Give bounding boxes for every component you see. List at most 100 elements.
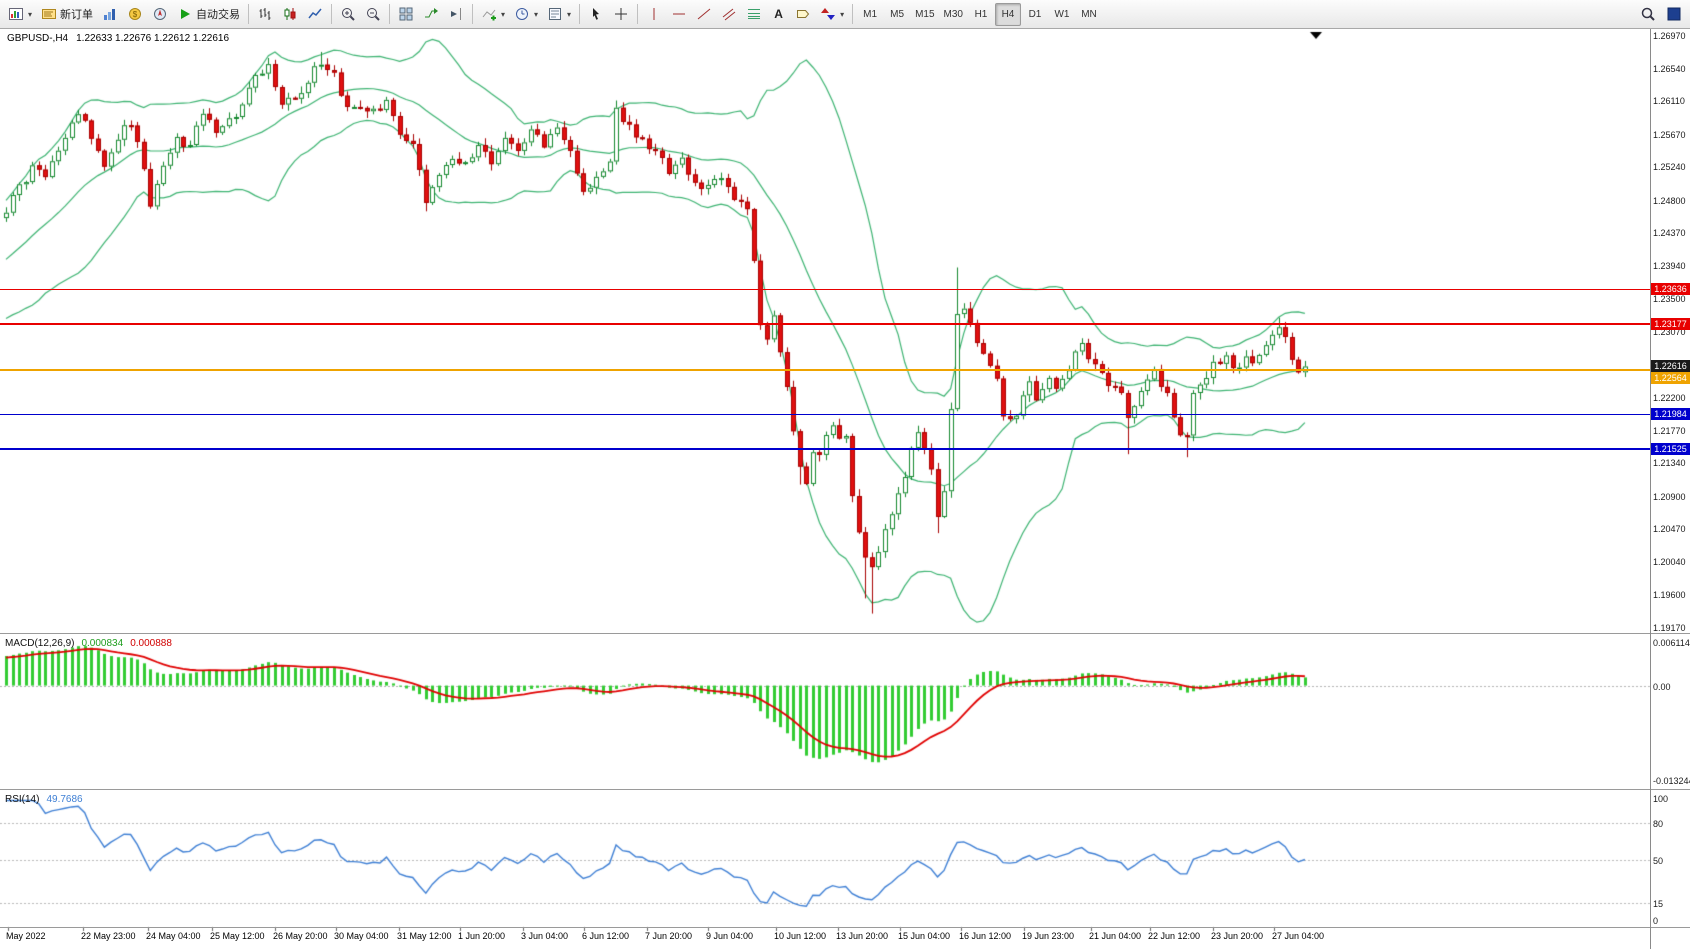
price-axis-label: 1.20470: [1653, 524, 1686, 535]
price-line-box: 1.21525: [1651, 443, 1690, 456]
arrows-tool-button[interactable]: ▾: [816, 3, 848, 26]
crosshair-button[interactable]: [609, 3, 633, 26]
date-axis-label: 6 Jun 12:00: [582, 931, 630, 941]
timeframe-M30[interactable]: M30: [943, 8, 963, 20]
crosshair-icon: [615, 8, 628, 20]
navigator-icon: [154, 8, 167, 20]
autotrade-icon: [181, 9, 191, 19]
horizontal-line-1.23636[interactable]: [0, 288, 1650, 290]
auto-scroll-button[interactable]: [419, 3, 443, 26]
price-axis-label: 1.19600: [1653, 590, 1686, 601]
line-chart-button[interactable]: [303, 3, 327, 26]
price-axis-label: 1.26970: [1653, 31, 1686, 41]
timeframe-M1[interactable]: M1: [863, 8, 878, 20]
date-axis-label: 31 May 12:00: [397, 931, 452, 941]
rsi-axis-label: 15: [1653, 899, 1664, 910]
macd-axis-label: 0.00: [1653, 681, 1671, 692]
market-watch-button[interactable]: $: [123, 3, 147, 26]
new-chart-button[interactable]: ▾: [4, 3, 36, 26]
bar-chart-icon: [259, 8, 271, 20]
symbol-period-label: GBPUSD-,H4: [7, 33, 69, 44]
bar-chart-button[interactable]: [253, 3, 277, 26]
toolbar-separator: [331, 4, 333, 24]
toolbar-separator: [852, 4, 854, 24]
chart-shift-button[interactable]: [444, 3, 468, 26]
market-watch-icon: $: [129, 8, 142, 20]
zoom-in-button[interactable]: [336, 3, 360, 26]
macd-main-value: 0.000834: [81, 638, 124, 649]
zoom-out-icon: [367, 8, 380, 21]
new-order-button[interactable]: 新订单: [37, 3, 97, 26]
macd-rsi-splitter[interactable]: [0, 789, 1690, 790]
templates-button[interactable]: ▾: [543, 3, 575, 26]
macd-signal-value: 0.000888: [130, 638, 172, 649]
horizontal-line-1.21525[interactable]: [0, 448, 1650, 451]
date-axis-label: 3 Jun 04:00: [521, 931, 569, 941]
text-tool-button[interactable]: A: [767, 3, 790, 26]
fibonacci-icon: [748, 9, 761, 19]
horizontal-line-1.23177[interactable]: [0, 322, 1650, 325]
main-chart-area[interactable]: [0, 30, 1650, 633]
candlestick-icon: [284, 8, 296, 20]
periods-button[interactable]: ▾: [510, 3, 542, 26]
price-axis-label: 1.22200: [1653, 393, 1686, 404]
macd-axis-label: -0.013244: [1653, 776, 1690, 786]
candlestick-chart-button[interactable]: [278, 3, 302, 26]
price-axis-label: 1.25670: [1653, 129, 1686, 140]
price-axis-label: 1.23070: [1653, 327, 1686, 337]
date-axis-label: May 2022: [6, 931, 46, 941]
date-axis-label: 16 Jun 12:00: [959, 931, 1012, 941]
fibonacci-button[interactable]: [742, 3, 766, 26]
horizontal-line-1.22564[interactable]: [0, 369, 1650, 372]
profiles-button[interactable]: [98, 3, 122, 26]
timeframe-M15[interactable]: M15: [915, 8, 935, 20]
timeframe-H1[interactable]: H1: [974, 8, 988, 20]
macd-panel[interactable]: [0, 636, 1650, 789]
horizontal-line-button[interactable]: [667, 3, 691, 26]
chevron-down-icon: ▾: [501, 9, 506, 19]
rsi-value: 49.7686: [46, 794, 83, 805]
toolbar: ▾ 新订单 $ 自动交易 ▾: [0, 0, 1690, 29]
trendline-button[interactable]: [692, 3, 716, 26]
price-line-box: 1.21984: [1651, 408, 1690, 421]
profiles-icon: [104, 9, 116, 20]
price-axis-label: 1.26540: [1653, 63, 1686, 74]
tile-windows-icon: [399, 7, 413, 21]
indicators-button[interactable]: ▾: [477, 3, 509, 26]
price-axis-label: 1.23500: [1653, 294, 1686, 305]
arrows-icon: [821, 8, 836, 20]
rsi-panel[interactable]: [0, 792, 1650, 927]
tile-windows-button[interactable]: [394, 3, 418, 26]
date-axis-label: 9 Jun 04:00: [706, 931, 754, 941]
vertical-line-button[interactable]: [642, 3, 666, 26]
rsi-axis-label: 100: [1653, 794, 1669, 804]
rsi-label-row: RSI(14) 49.7686: [5, 794, 83, 805]
current-price-box: 1.22616: [1651, 360, 1690, 373]
price-axis-label: 1.20900: [1653, 491, 1686, 502]
autotrade-button[interactable]: 自动交易: [173, 3, 244, 26]
window-button[interactable]: [1662, 3, 1686, 26]
main-macd-splitter[interactable]: [0, 633, 1690, 634]
timeframe-D1[interactable]: D1: [1028, 8, 1042, 20]
toolbar-separator: [389, 4, 391, 24]
timeframe-H4[interactable]: H4: [994, 2, 1021, 26]
zoom-out-button[interactable]: [361, 3, 385, 26]
symbol-search-button[interactable]: [1636, 3, 1660, 26]
label-tool-button[interactable]: [791, 3, 815, 26]
channel-button[interactable]: [717, 3, 741, 26]
rsi-axis-label: 0: [1653, 916, 1659, 926]
timeframe-MN[interactable]: MN: [1081, 8, 1097, 20]
timeframe-M5[interactable]: M5: [890, 8, 905, 20]
rsi-axis-label: 50: [1653, 856, 1664, 866]
label-icon: [797, 10, 810, 18]
date-axis-label: 22 Jun 12:00: [1148, 931, 1201, 941]
navigator-button[interactable]: [148, 3, 172, 26]
price-axis-label: 1.19170: [1653, 623, 1686, 633]
date-axis-label: 19 Jun 23:00: [1022, 931, 1075, 941]
horizontal-line-1.21984[interactable]: [0, 413, 1650, 415]
cursor-button[interactable]: [584, 3, 608, 26]
new-chart-icon: [9, 8, 23, 20]
timeframe-W1[interactable]: W1: [1054, 8, 1070, 20]
chart-title: GBPUSD-,H4 1.22633 1.22676 1.22612 1.226…: [7, 33, 229, 44]
